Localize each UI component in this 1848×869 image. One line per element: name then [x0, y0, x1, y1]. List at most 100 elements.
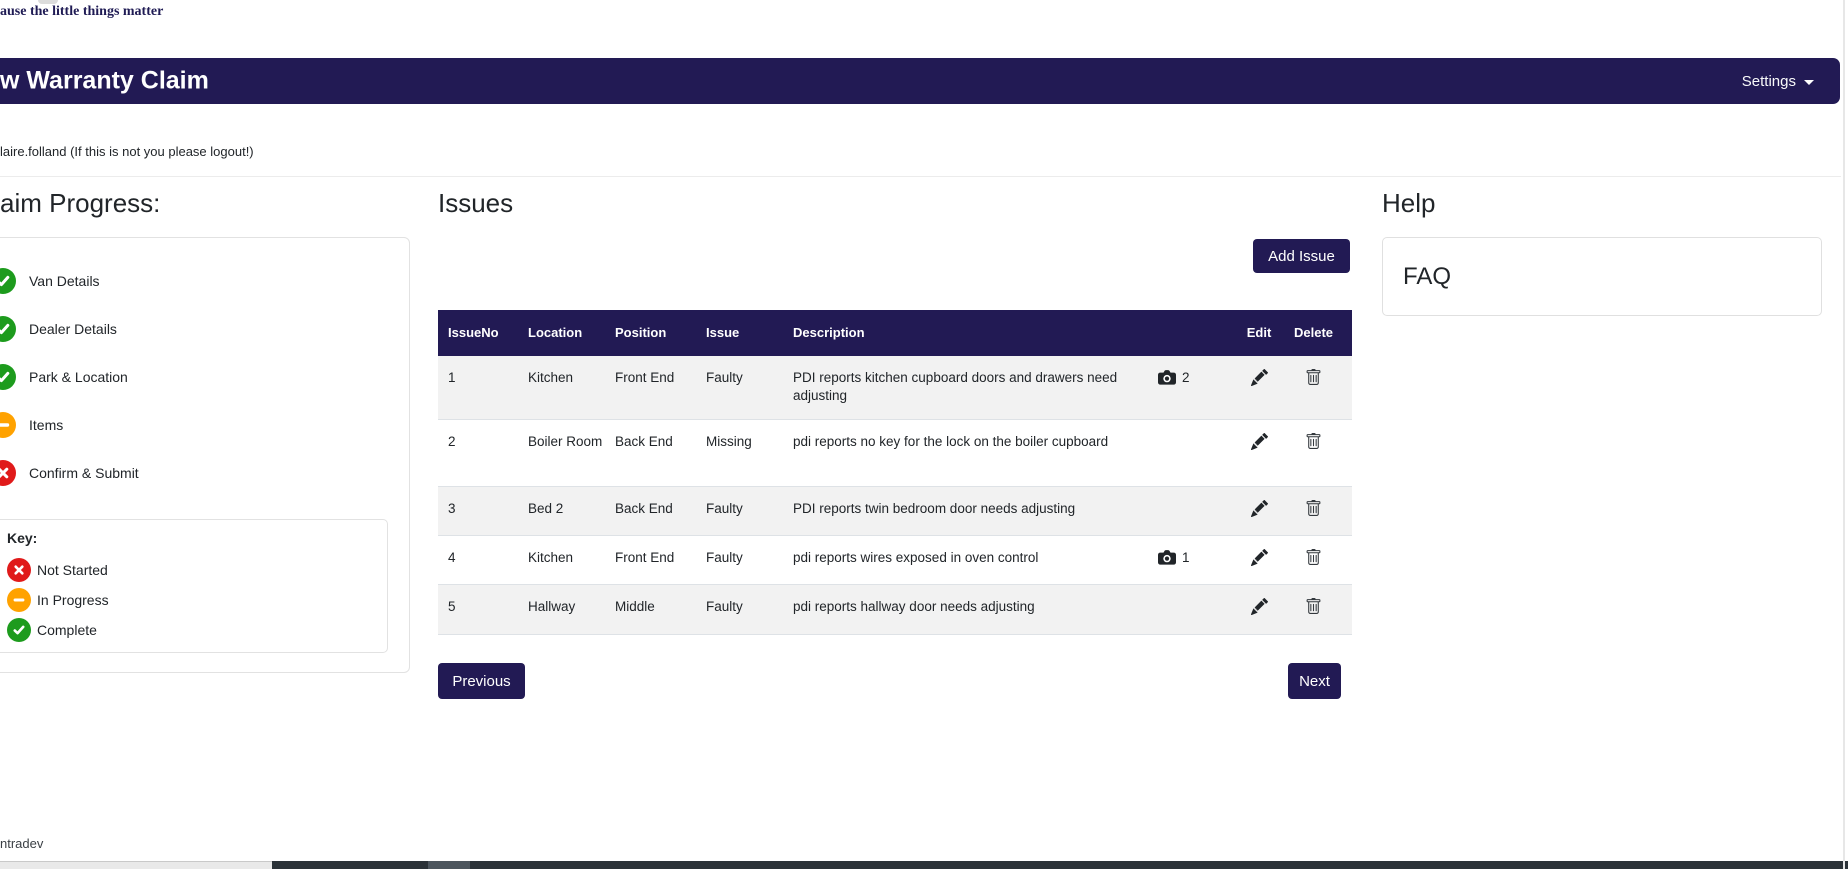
col-delete: Delete	[1293, 325, 1334, 341]
delete-icon[interactable]	[1305, 549, 1322, 569]
issue-description: PDI reports twin bedroom door needs adju…	[793, 501, 1076, 516]
photo-count	[1148, 420, 1233, 446]
table-row: 2 Boiler Room Back End Missing pdi repor…	[438, 420, 1352, 487]
progress-item-label: Van Details	[29, 273, 100, 289]
issue-location: Kitchen	[528, 550, 574, 566]
bottom-bar-thumb[interactable]	[428, 861, 470, 869]
issue-no: 2	[448, 434, 456, 449]
status-complete-icon	[7, 618, 31, 642]
faq-card: FAQ	[1382, 237, 1822, 316]
status-not-started-icon	[7, 558, 31, 582]
issue-no: 3	[448, 501, 456, 516]
table-row: 1 Kitchen Front End Faulty PDI reports k…	[438, 356, 1352, 420]
logo-remnant	[38, 0, 58, 4]
horizontal-scrollbar-thumb[interactable]	[0, 861, 272, 869]
status-complete-icon	[0, 316, 16, 342]
issue-position: Front End	[615, 550, 675, 566]
vertical-scrollbar-track	[1843, 0, 1845, 869]
chevron-down-icon	[1804, 79, 1814, 85]
issue-description: pdi reports hallway door needs adjusting	[793, 599, 1035, 615]
logged-in-user: laire.folland (If this is not you please…	[0, 144, 254, 159]
camera-icon	[1158, 370, 1176, 385]
add-issue-button[interactable]: Add Issue	[1253, 239, 1350, 273]
issue-type: Missing	[706, 434, 752, 449]
key-item: In Progress	[7, 588, 109, 612]
issue-type: Faulty	[706, 501, 743, 516]
key-heading: Key:	[7, 530, 38, 546]
key-item-label: Complete	[37, 622, 97, 638]
progress-item: Van Details	[0, 268, 100, 294]
col-edit: Edit	[1246, 325, 1272, 341]
edit-icon[interactable]	[1250, 368, 1268, 389]
issues-table-header: IssueNo Location Position Issue Descript…	[438, 310, 1352, 356]
issue-no: 5	[448, 599, 456, 615]
claim-progress-card: Van Details Dealer Details Park & Location…	[0, 237, 410, 673]
settings-label: Settings	[1741, 72, 1796, 90]
edit-icon[interactable]	[1250, 499, 1268, 520]
edit-icon[interactable]	[1250, 549, 1268, 569]
col-issue: Issue	[706, 325, 740, 341]
progress-item: Dealer Details	[0, 316, 117, 342]
photo-count	[1148, 487, 1233, 513]
issues-heading: Issues	[438, 188, 514, 218]
delete-icon[interactable]	[1305, 500, 1322, 520]
faq-link[interactable]: FAQ	[1403, 262, 1452, 290]
issues-table-body: 1 Kitchen Front End Faulty PDI reports k…	[438, 356, 1352, 635]
edit-icon[interactable]	[1250, 432, 1268, 453]
next-button[interactable]: Next	[1288, 663, 1341, 699]
photo-count: 1	[1148, 536, 1233, 580]
issue-type: Faulty	[706, 550, 743, 566]
col-location: Location	[528, 325, 583, 341]
table-row: 4 Kitchen Front End Faulty pdi reports w…	[438, 536, 1352, 586]
issue-location: Bed 2	[528, 501, 564, 516]
status-in-progress-icon	[0, 412, 16, 438]
progress-item: Park & Location	[0, 364, 128, 390]
photo-count-value: 1	[1182, 550, 1190, 566]
issue-type: Faulty	[706, 370, 743, 385]
delete-icon[interactable]	[1305, 369, 1322, 389]
claim-progress-heading: aim Progress:	[0, 188, 161, 218]
issue-position: Back End	[615, 501, 673, 516]
status-complete-icon	[0, 268, 16, 294]
table-row: 5 Hallway Middle Faulty pdi reports hall…	[438, 585, 1352, 635]
issue-location: Boiler Room	[528, 434, 603, 449]
progress-item-label: Confirm & Submit	[29, 465, 139, 481]
issue-location: Hallway	[528, 599, 576, 615]
col-issueno: IssueNo	[448, 325, 499, 341]
delete-icon[interactable]	[1305, 598, 1322, 618]
progress-item: Items	[0, 412, 63, 438]
progress-item: Confirm & Submit	[0, 460, 139, 486]
status-in-progress-icon	[7, 588, 31, 612]
key-card: Key: Not Started In Progress Complete	[0, 519, 388, 653]
status-not-started-icon	[0, 460, 16, 486]
delete-icon[interactable]	[1305, 433, 1322, 453]
col-position: Position	[615, 325, 667, 341]
issue-no: 4	[448, 550, 456, 566]
progress-item-label: Dealer Details	[29, 321, 117, 337]
previous-button[interactable]: Previous	[438, 663, 525, 699]
key-item-label: Not Started	[37, 562, 108, 578]
issues-table: IssueNo Location Position Issue Descript…	[438, 310, 1352, 635]
key-item: Not Started	[7, 558, 108, 582]
page-title: w Warranty Claim	[0, 66, 209, 95]
issue-position: Front End	[615, 370, 675, 385]
issue-description: pdi reports no key for the lock on the b…	[793, 434, 1109, 449]
photo-count-value: 2	[1182, 370, 1190, 385]
help-heading: Help	[1382, 188, 1436, 218]
progress-item-label: Park & Location	[29, 369, 128, 385]
issue-position: Middle	[615, 599, 655, 615]
table-row: 3 Bed 2 Back End Faulty PDI reports twin…	[438, 487, 1352, 537]
divider	[0, 176, 1841, 177]
key-item-label: In Progress	[37, 592, 109, 608]
settings-menu[interactable]: Settings	[1742, 58, 1814, 104]
bottom-bar	[272, 861, 1848, 869]
footer-text: ntradev	[0, 836, 44, 851]
photo-count	[1148, 585, 1233, 611]
issue-no: 1	[448, 370, 456, 385]
issue-description: PDI reports kitchen cupboard doors and d…	[793, 370, 1118, 404]
issue-location: Kitchen	[528, 370, 574, 385]
edit-icon[interactable]	[1250, 598, 1268, 618]
navbar: w Warranty Claim Settings	[0, 58, 1840, 104]
issue-type: Faulty	[706, 599, 743, 615]
